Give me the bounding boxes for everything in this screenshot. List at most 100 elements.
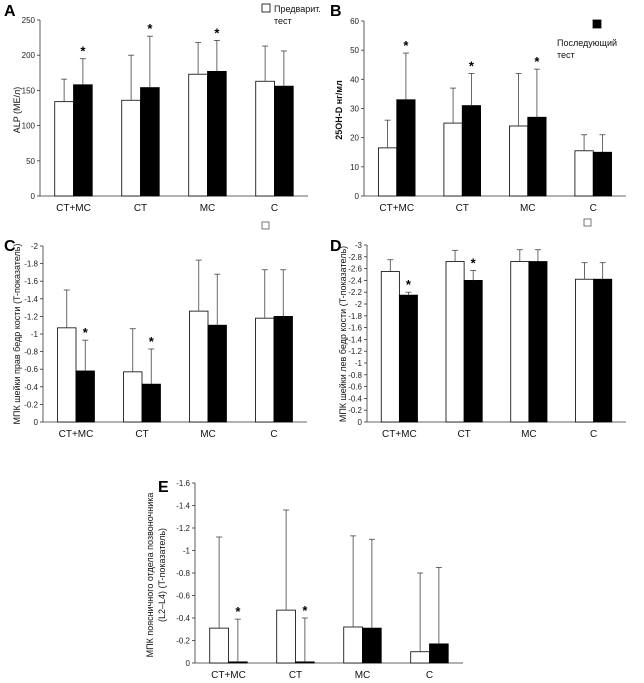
panel-b: B 0 10 20 30 40 50 60 25OH-D нг/мл CT+MC * CT * MC * C: [330, 3, 626, 214]
bar-pre-test: [380, 271, 400, 423]
panel-label: C: [4, 238, 16, 255]
bar-post-test: [398, 294, 418, 423]
bar-post-test: [463, 279, 483, 423]
y-tick-label: -0.4: [348, 394, 362, 403]
y-tick-label: -1.6: [24, 277, 38, 286]
bar-post-test: [207, 324, 227, 423]
y-tick-label: -3: [355, 241, 363, 250]
bar-post-test: [429, 643, 449, 664]
bar-post-test: [73, 84, 93, 197]
panel-label: D: [330, 238, 342, 255]
legend-label-post-test: Последующий: [557, 38, 617, 48]
y-tick-label: -1.4: [176, 502, 190, 511]
bar-pre-test: [509, 125, 529, 197]
bar-pre-test: [510, 261, 530, 423]
significance-asterisk: *: [302, 603, 308, 618]
y-tick-label: -0.4: [176, 614, 190, 623]
y-tick-label: -1: [31, 330, 39, 339]
bar-pre-test: [276, 609, 296, 664]
y-tick-label: -1.4: [348, 335, 362, 344]
y-tick-label: -0.6: [348, 383, 362, 392]
y-tick-label: 250: [22, 16, 36, 25]
bar-post-test: [362, 627, 382, 664]
category-label: MC: [200, 203, 216, 214]
bar-pre-test: [343, 626, 363, 664]
bar-pre-test: [575, 278, 595, 423]
y-tick-label: 40: [350, 75, 359, 84]
y-tick-label: -1: [355, 359, 363, 368]
significance-asterisk: *: [534, 54, 540, 69]
stray-legend-box: [583, 218, 592, 227]
category-label: CT+MC: [56, 203, 91, 214]
category-label: MC: [355, 670, 371, 681]
panel-c: C 0 -0.2 -0.4 -0.6 -0.8 -1 -1.2 -1.4 -1.6 -1.8 -2 МП…: [4, 238, 307, 440]
category-label: CT+MC: [211, 670, 246, 681]
legend-swatch-post-test: [592, 19, 602, 29]
panel-label: B: [330, 3, 342, 20]
category-label: C: [590, 203, 597, 214]
category-label: CT: [456, 203, 469, 214]
bar-pre-test: [574, 150, 594, 197]
y-tick-label: -2: [31, 242, 39, 251]
significance-asterisk: *: [83, 325, 89, 340]
category-label: CT+MC: [382, 429, 417, 440]
y-axis-title-line2: (L2–L4) (T-показатель): [157, 528, 167, 622]
y-tick-label: 20: [350, 134, 359, 143]
category-label: CT: [135, 429, 148, 440]
category-label: MC: [520, 203, 536, 214]
y-tick-label: -0.6: [176, 592, 190, 601]
significance-asterisk: *: [80, 44, 86, 59]
bar-post-test: [527, 116, 547, 197]
legend-label-pre-test: Предварит.: [274, 4, 321, 14]
bar-post-test: [140, 87, 160, 197]
category-label: C: [426, 670, 433, 681]
significance-asterisk: *: [406, 277, 412, 292]
y-tick-label: -0.2: [348, 406, 362, 415]
bar-pre-test: [123, 371, 143, 423]
legend-swatch-pre-test: [261, 3, 271, 13]
y-tick-label: -0.8: [348, 371, 362, 380]
bar-post-test: [461, 105, 481, 197]
y-axis-title: МПК шейки лев бедр кости (T-показатель): [338, 246, 348, 422]
y-tick-label: -0.8: [176, 569, 190, 578]
bar-post-test: [592, 151, 612, 197]
y-axis-title: МПК поясничного отдела позвоночника: [145, 493, 155, 658]
y-tick-label: 0: [186, 659, 191, 668]
y-tick-label: -2.6: [348, 265, 362, 274]
category-label: C: [590, 429, 597, 440]
y-tick-label: 200: [22, 51, 36, 60]
bar-post-test: [528, 261, 548, 423]
bar-post-test: [295, 661, 315, 664]
category-label: CT: [457, 429, 470, 440]
y-tick-label: -0.4: [24, 383, 38, 392]
bar-pre-test: [255, 317, 275, 423]
panel-e: E 0 -0.2 -0.4 -0.6 -0.8 -1 -1.2 -1.4 -1.6 МПК пояс…: [145, 479, 463, 681]
panel-label: E: [158, 479, 169, 496]
y-tick-label: -0.6: [24, 365, 38, 374]
bar-pre-test: [378, 147, 398, 197]
y-tick-label: -0.2: [176, 637, 190, 646]
bar-pre-test: [188, 73, 208, 197]
stray-legend-box: [261, 221, 270, 230]
y-tick-label: -2.8: [348, 253, 362, 262]
y-tick-label: -1.2: [176, 524, 190, 533]
y-tick-label: -0.8: [24, 348, 38, 357]
bar-pre-test: [410, 651, 430, 664]
category-label: MC: [521, 429, 537, 440]
y-axis-title: ALP (МЕ/л): [12, 87, 22, 134]
y-tick-label: 0: [355, 192, 360, 201]
bar-pre-test: [255, 80, 275, 197]
significance-asterisk: *: [214, 25, 220, 40]
y-tick-label: 60: [350, 17, 359, 26]
y-tick-label: 50: [350, 46, 359, 55]
bar-pre-test: [445, 261, 465, 423]
bar-pre-test: [57, 327, 77, 423]
y-tick-label: 50: [26, 157, 35, 166]
y-axis-title: МПК шейки прав бедр кости (T-показатель): [12, 244, 22, 425]
legend-label-pre-test-line2: тест: [274, 16, 292, 26]
significance-asterisk: *: [147, 21, 153, 36]
y-axis-title: 25OH-D нг/мл: [334, 80, 344, 140]
y-tick-label: 30: [350, 105, 359, 114]
bar-pre-test: [121, 99, 141, 197]
